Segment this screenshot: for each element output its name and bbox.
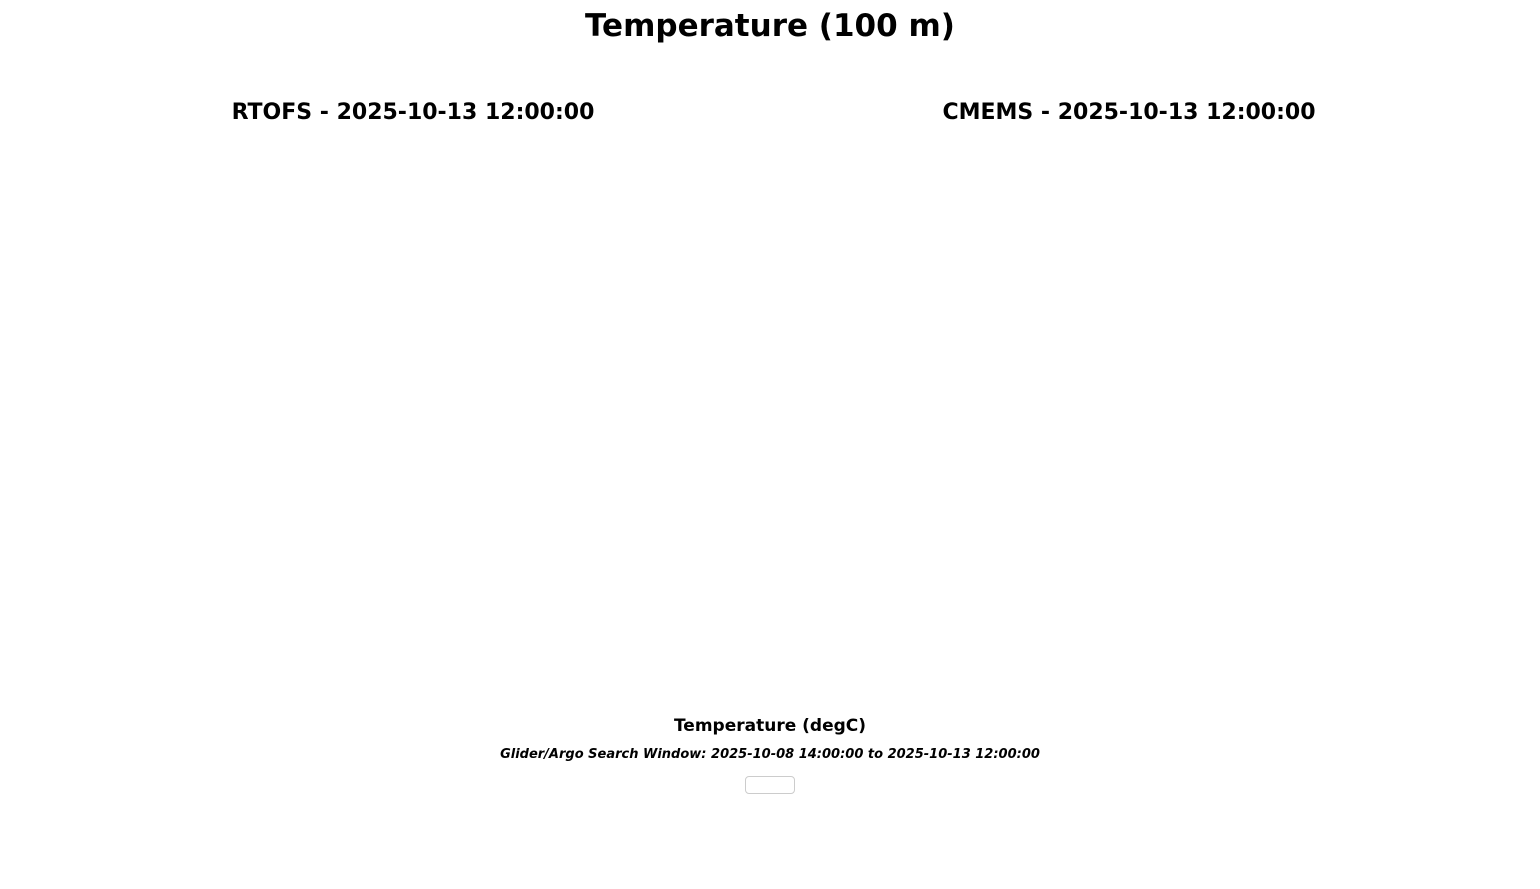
rtofs-panel-title: RTOFS - 2025-10-13 12:00:00 [231,100,595,125]
figure-title: Temperature (100 m) [585,8,955,44]
legend-box [745,776,795,794]
cmems-panel-title: CMEMS - 2025-10-13 12:00:00 [942,100,1316,125]
search-window-subtitle: Glider/Argo Search Window: 2025-10-08 14… [500,747,1040,762]
colorbar-label: Temperature (degC) [673,716,867,736]
